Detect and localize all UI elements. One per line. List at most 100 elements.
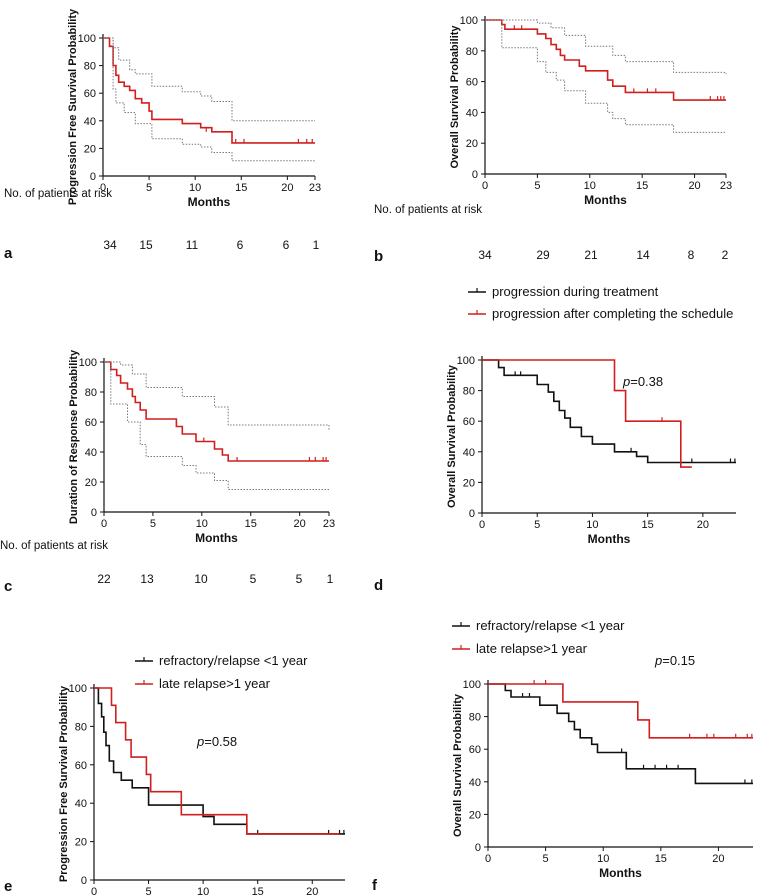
series-line-km xyxy=(104,361,329,462)
x-tick-label: 20 xyxy=(688,180,700,192)
risk-table-title: No. of patients at risk xyxy=(0,540,108,552)
x-tick-label: 20 xyxy=(281,182,293,194)
legend-label: progression during treatment xyxy=(492,284,659,299)
series-line-km xyxy=(488,683,753,785)
y-tick-label: 100 xyxy=(460,15,478,27)
y-tick-label: 60 xyxy=(75,760,87,772)
x-tick-label: 0 xyxy=(479,519,485,531)
x-tick-label: 20 xyxy=(697,519,709,531)
y-tick-label: 0 xyxy=(469,508,475,520)
risk-count: 1 xyxy=(327,572,334,586)
x-tick-label: 10 xyxy=(189,182,201,194)
y-tick-label: 60 xyxy=(463,416,475,428)
x-tick-label: 5 xyxy=(543,853,549,865)
risk-count: 29 xyxy=(536,248,550,262)
panel-b: 0 20 40 60 80 100 0 5 10 15 20 23 Months Overall Surv… xyxy=(374,15,732,265)
series-line-ci xyxy=(485,19,727,74)
x-tick-label: 0 xyxy=(482,180,488,192)
panel-f: 0 20 40 60 80 100 0 5 10 15 20 Months Overall Surviv… xyxy=(372,618,753,894)
y-tick-label: 100 xyxy=(69,683,87,695)
x-tick-label: 0 xyxy=(100,182,106,194)
y-axis-title: Overall Survival Probability xyxy=(449,25,461,169)
x-axis-title: Months xyxy=(588,532,631,546)
series-line-km xyxy=(485,19,726,101)
y-tick-label: 20 xyxy=(84,143,96,155)
x-tick-label: 10 xyxy=(586,519,598,531)
y-tick-label: 20 xyxy=(469,809,481,821)
risk-table-title: No. of patients at risk xyxy=(374,204,482,216)
x-tick-label: 5 xyxy=(146,182,152,194)
x-tick-label: 10 xyxy=(584,180,596,192)
x-tick-label: 20 xyxy=(294,518,306,530)
x-tick-label: 20 xyxy=(712,853,724,865)
risk-table-title: No. of patients at risk xyxy=(4,188,112,200)
x-tick-label: 15 xyxy=(655,853,667,865)
series-line-km xyxy=(94,687,345,835)
y-axis-title: Overall Survival Probability xyxy=(452,693,464,837)
x-tick-label: 0 xyxy=(485,853,491,865)
x-tick-label: 15 xyxy=(642,519,654,531)
panel-letter: f xyxy=(372,877,378,894)
y-tick-label: 100 xyxy=(79,357,97,369)
y-tick-label: 60 xyxy=(85,417,97,429)
risk-count: 2 xyxy=(722,248,729,262)
y-tick-label: 40 xyxy=(75,798,87,810)
y-tick-label: 0 xyxy=(90,171,96,183)
risk-count: 6 xyxy=(237,238,244,252)
x-tick-label: 10 xyxy=(196,518,208,530)
series-line-ci xyxy=(104,361,329,490)
y-tick-label: 60 xyxy=(469,744,481,756)
x-tick-label: 5 xyxy=(146,886,152,895)
x-tick-label: 15 xyxy=(235,182,247,194)
legend-label: refractory/relapse <1 year xyxy=(159,653,308,668)
x-tick-label: 5 xyxy=(534,180,540,192)
y-tick-label: 60 xyxy=(84,88,96,100)
y-tick-label: 100 xyxy=(457,355,475,367)
risk-count: 6 xyxy=(283,238,290,252)
x-axis-title: Months xyxy=(195,531,238,545)
panel-a: 0 20 40 60 80 100 0 5 10 15 20 23 Months Progression … xyxy=(4,8,321,262)
y-tick-label: 40 xyxy=(466,107,478,119)
x-tick-label: 5 xyxy=(534,519,540,531)
y-tick-label: 20 xyxy=(463,477,475,489)
x-tick-label: 15 xyxy=(252,886,264,895)
panel-letter: c xyxy=(4,578,12,595)
y-tick-label: 20 xyxy=(85,477,97,489)
y-tick-label: 40 xyxy=(84,116,96,128)
risk-count: 34 xyxy=(103,238,117,252)
risk-count: 15 xyxy=(139,238,153,252)
risk-count: 22 xyxy=(97,572,111,586)
panel-letter: d xyxy=(374,577,383,594)
series-line-km xyxy=(488,683,753,739)
panel-e: 02040608010005101520MonthsProgression Fr… xyxy=(4,653,345,895)
x-tick-label: 23 xyxy=(323,518,335,530)
series-line-km xyxy=(94,687,340,835)
p-value-annotation: p=0.38 xyxy=(622,374,663,389)
x-tick-label: 10 xyxy=(197,886,209,895)
y-axis-title: Duration of Response Probability xyxy=(68,349,80,524)
x-axis-title: Months xyxy=(188,195,231,209)
y-tick-label: 100 xyxy=(78,33,96,45)
panel-letter: b xyxy=(374,248,383,265)
risk-count: 11 xyxy=(186,238,199,252)
y-axis-title: Progression Free Survival Probability xyxy=(67,8,79,205)
y-tick-label: 80 xyxy=(466,46,478,58)
risk-count: 8 xyxy=(688,248,695,262)
y-tick-label: 40 xyxy=(85,447,97,459)
series-line-km xyxy=(482,359,736,464)
y-axis-title: Overall Survival Probability xyxy=(446,364,458,508)
legend-label: progression after completing the schedul… xyxy=(492,306,733,321)
y-tick-label: 40 xyxy=(463,447,475,459)
risk-count: 5 xyxy=(250,572,257,586)
x-tick-label: 5 xyxy=(150,518,156,530)
x-tick-label: 0 xyxy=(91,886,97,895)
y-tick-label: 0 xyxy=(472,169,478,181)
x-tick-label: 20 xyxy=(306,886,318,895)
panel-letter: a xyxy=(4,245,13,262)
y-axis-title: Progression Free Survival Probability xyxy=(58,685,70,882)
y-tick-label: 0 xyxy=(91,507,97,519)
y-tick-label: 80 xyxy=(75,721,87,733)
y-tick-label: 80 xyxy=(85,387,97,399)
x-axis-title: Months xyxy=(599,866,642,880)
